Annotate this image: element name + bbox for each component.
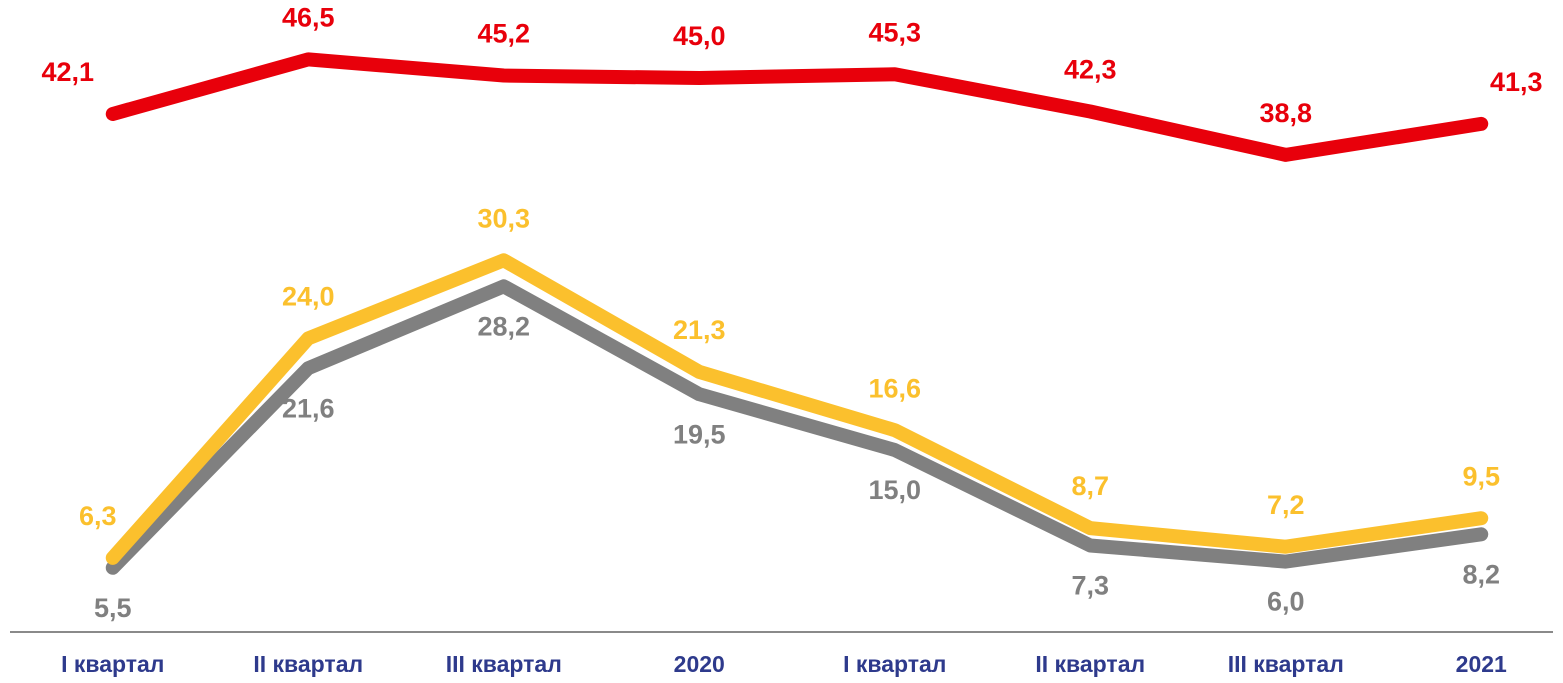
data-label: 19,5: [673, 419, 726, 449]
data-label: 45,0: [673, 21, 726, 51]
x-tick-label: I квартал: [61, 651, 164, 677]
data-label: 41,3: [1490, 67, 1543, 97]
data-label: 30,3: [477, 203, 530, 233]
data-label: 5,5: [94, 593, 132, 623]
x-tick-label: I квартал: [843, 651, 946, 677]
series-line: [105, 279, 1489, 575]
data-label: 21,6: [282, 393, 335, 423]
x-tick-label: 2021: [1456, 651, 1507, 677]
data-label: 16,6: [868, 373, 921, 403]
x-tick-label: III квартал: [446, 651, 562, 677]
x-tick-label: III квартал: [1228, 651, 1344, 677]
data-label: 24,0: [282, 282, 335, 312]
data-label: 8,7: [1071, 471, 1109, 501]
data-label: 6,0: [1267, 587, 1305, 617]
data-label: 42,1: [41, 57, 94, 87]
series-line: [105, 253, 1489, 565]
data-label: 45,3: [868, 17, 921, 47]
data-label: 42,3: [1064, 55, 1117, 85]
data-label: 21,3: [673, 315, 726, 345]
data-label: 38,8: [1259, 98, 1312, 128]
data-label: 45,2: [477, 19, 530, 49]
data-label: 7,3: [1071, 571, 1109, 601]
data-label: 46,5: [282, 3, 335, 33]
data-label: 9,5: [1462, 461, 1500, 491]
data-label: 8,2: [1462, 559, 1500, 589]
data-label: 15,0: [868, 475, 921, 505]
series-line: [105, 52, 1489, 162]
x-tick-label: II квартал: [1035, 651, 1145, 677]
data-label: 28,2: [477, 311, 530, 341]
data-label: 7,2: [1267, 490, 1305, 520]
x-tick-label: II квартал: [253, 651, 363, 677]
x-tick-label: 2020: [674, 651, 725, 677]
data-label: 6,3: [79, 501, 117, 531]
